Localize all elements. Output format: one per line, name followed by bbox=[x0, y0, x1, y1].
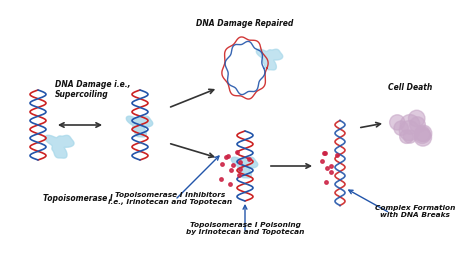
Text: Complex Formation
with DNA Breaks: Complex Formation with DNA Breaks bbox=[375, 205, 455, 218]
Circle shape bbox=[400, 130, 413, 143]
Text: DNA Damage Repaired: DNA Damage Repaired bbox=[196, 19, 294, 28]
Circle shape bbox=[410, 117, 425, 132]
Circle shape bbox=[394, 121, 409, 135]
Polygon shape bbox=[45, 135, 74, 158]
Circle shape bbox=[400, 115, 420, 134]
Text: Topoisomerase I Poisoning
by Irinotecan and Topotecan: Topoisomerase I Poisoning by Irinotecan … bbox=[186, 222, 304, 235]
Polygon shape bbox=[231, 157, 258, 178]
Text: Topoisomerase I Inhibitors
i.e., Irinotecan and Topotecan: Topoisomerase I Inhibitors i.e., Irinote… bbox=[108, 192, 232, 205]
Circle shape bbox=[403, 130, 417, 143]
Text: Cell Death: Cell Death bbox=[388, 83, 432, 92]
Circle shape bbox=[415, 125, 432, 142]
Text: DNA Damage i.e.,
Supercoiling: DNA Damage i.e., Supercoiling bbox=[55, 80, 130, 99]
Text: Topoisomerase I: Topoisomerase I bbox=[43, 194, 113, 203]
Circle shape bbox=[415, 126, 430, 141]
Circle shape bbox=[414, 129, 431, 146]
Circle shape bbox=[390, 115, 405, 130]
Circle shape bbox=[414, 127, 430, 144]
Circle shape bbox=[409, 110, 425, 127]
Polygon shape bbox=[256, 49, 283, 70]
Circle shape bbox=[399, 121, 419, 141]
Polygon shape bbox=[126, 116, 153, 137]
